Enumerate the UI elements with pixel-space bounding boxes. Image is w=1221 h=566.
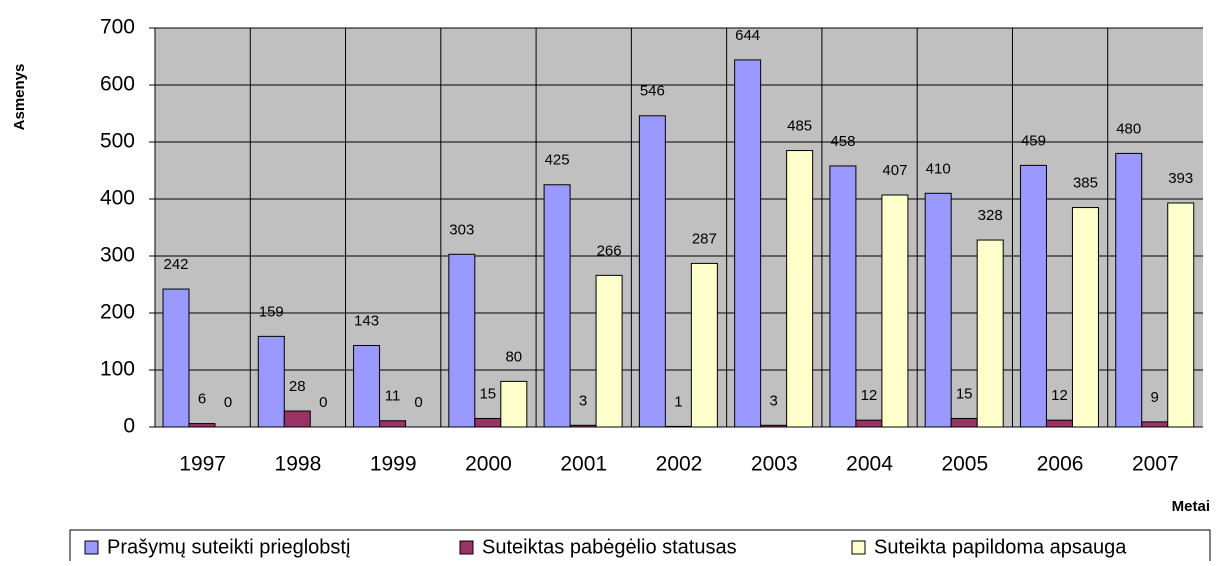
- legend-label: Suteiktas pabėgėlio statusas: [482, 536, 737, 558]
- bar: [595, 274, 623, 428]
- value-label: 393: [1168, 170, 1193, 187]
- y-tick-label: 100: [100, 358, 135, 381]
- bar: [1141, 421, 1169, 428]
- value-label: 458: [830, 133, 855, 150]
- x-tick-label: 2002: [656, 453, 703, 476]
- value-label: 480: [1116, 120, 1141, 137]
- value-label: 80: [505, 348, 522, 365]
- bar: [829, 165, 857, 428]
- value-label: 28: [289, 378, 306, 395]
- x-tick-label: 2003: [751, 453, 798, 476]
- value-label: 6: [198, 391, 206, 408]
- bar: [760, 424, 788, 428]
- bar: [734, 59, 762, 428]
- bar: [881, 194, 909, 428]
- bar: [638, 115, 666, 428]
- value-label: 143: [354, 312, 379, 329]
- value-label: 159: [259, 303, 284, 320]
- x-tick-label: 2004: [846, 453, 893, 476]
- bar: [500, 380, 528, 428]
- bar: [162, 288, 190, 428]
- bar: [448, 253, 476, 428]
- value-label: 3: [579, 392, 587, 409]
- y-tick-label: 200: [100, 301, 135, 324]
- bar: [1019, 164, 1047, 428]
- bar: [543, 184, 571, 428]
- x-tick-label: 2007: [1132, 453, 1179, 476]
- y-tick-label: 700: [100, 16, 135, 39]
- bar: [976, 239, 1004, 428]
- bar: [855, 419, 883, 428]
- value-label: 328: [978, 207, 1003, 224]
- value-label: 425: [545, 152, 570, 169]
- legend-label: Prašymų suteikti prieglobstį: [107, 536, 350, 558]
- value-label: 546: [640, 83, 665, 100]
- value-label: 0: [414, 394, 422, 411]
- legend-swatch: [851, 540, 866, 555]
- value-label: 3: [769, 392, 777, 409]
- y-tick-label: 0: [123, 415, 135, 438]
- value-label: 485: [787, 118, 812, 135]
- value-label: 644: [735, 27, 760, 44]
- value-label: 242: [163, 256, 188, 273]
- value-label: 11: [385, 388, 401, 405]
- bar: [283, 410, 311, 428]
- value-label: 287: [692, 230, 717, 247]
- bar: [569, 424, 597, 428]
- y-tick-label: 500: [100, 130, 135, 153]
- bar: [1071, 207, 1099, 428]
- value-label: 303: [449, 221, 474, 238]
- bar: [924, 192, 952, 428]
- bar: [950, 417, 978, 428]
- value-label: 266: [597, 242, 622, 259]
- bar: [1045, 419, 1073, 428]
- value-label: 12: [1051, 387, 1068, 404]
- x-tick-label: 2006: [1037, 453, 1084, 476]
- x-tick-label: 2005: [941, 453, 988, 476]
- value-label: 407: [882, 162, 907, 179]
- x-axis-label: Metai: [1172, 498, 1210, 515]
- x-tick-label: 2001: [560, 453, 607, 476]
- bar: [1115, 152, 1143, 428]
- bar: [379, 420, 407, 428]
- bar: [690, 262, 718, 428]
- legend-box: [69, 529, 1211, 566]
- legend-label: Suteikta papildoma apsauga: [874, 536, 1127, 558]
- value-label: 9: [1151, 389, 1159, 406]
- bar: [474, 417, 502, 428]
- x-tick-label: 2000: [465, 453, 512, 476]
- value-label: 410: [926, 160, 951, 177]
- legend-swatch: [84, 540, 99, 555]
- bar: [786, 150, 814, 428]
- value-label: 0: [224, 394, 232, 411]
- bar: [664, 425, 692, 428]
- x-tick-label: 1998: [275, 453, 322, 476]
- y-tick-label: 400: [100, 187, 135, 210]
- value-label: 1: [674, 393, 682, 410]
- value-label: 12: [861, 387, 878, 404]
- legend-swatch: [459, 540, 474, 555]
- x-tick-label: 1997: [179, 453, 226, 476]
- y-axis-label: Asmenys: [11, 64, 28, 131]
- y-tick-label: 300: [100, 244, 135, 267]
- value-label: 15: [479, 385, 496, 402]
- bar: [188, 423, 216, 428]
- x-tick-label: 1999: [370, 453, 417, 476]
- y-tick-label: 600: [100, 73, 135, 96]
- value-label: 385: [1073, 175, 1098, 192]
- bar: [257, 335, 285, 428]
- bar: [353, 344, 381, 428]
- value-label: 0: [319, 394, 327, 411]
- bar: [1167, 202, 1195, 428]
- value-label: 459: [1021, 132, 1046, 149]
- value-label: 15: [956, 385, 973, 402]
